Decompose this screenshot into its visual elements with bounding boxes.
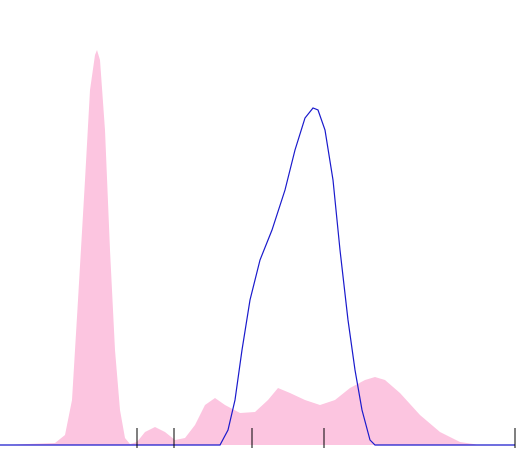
line bbox=[0, 107, 515, 446]
area bbox=[0, 50, 527, 445]
